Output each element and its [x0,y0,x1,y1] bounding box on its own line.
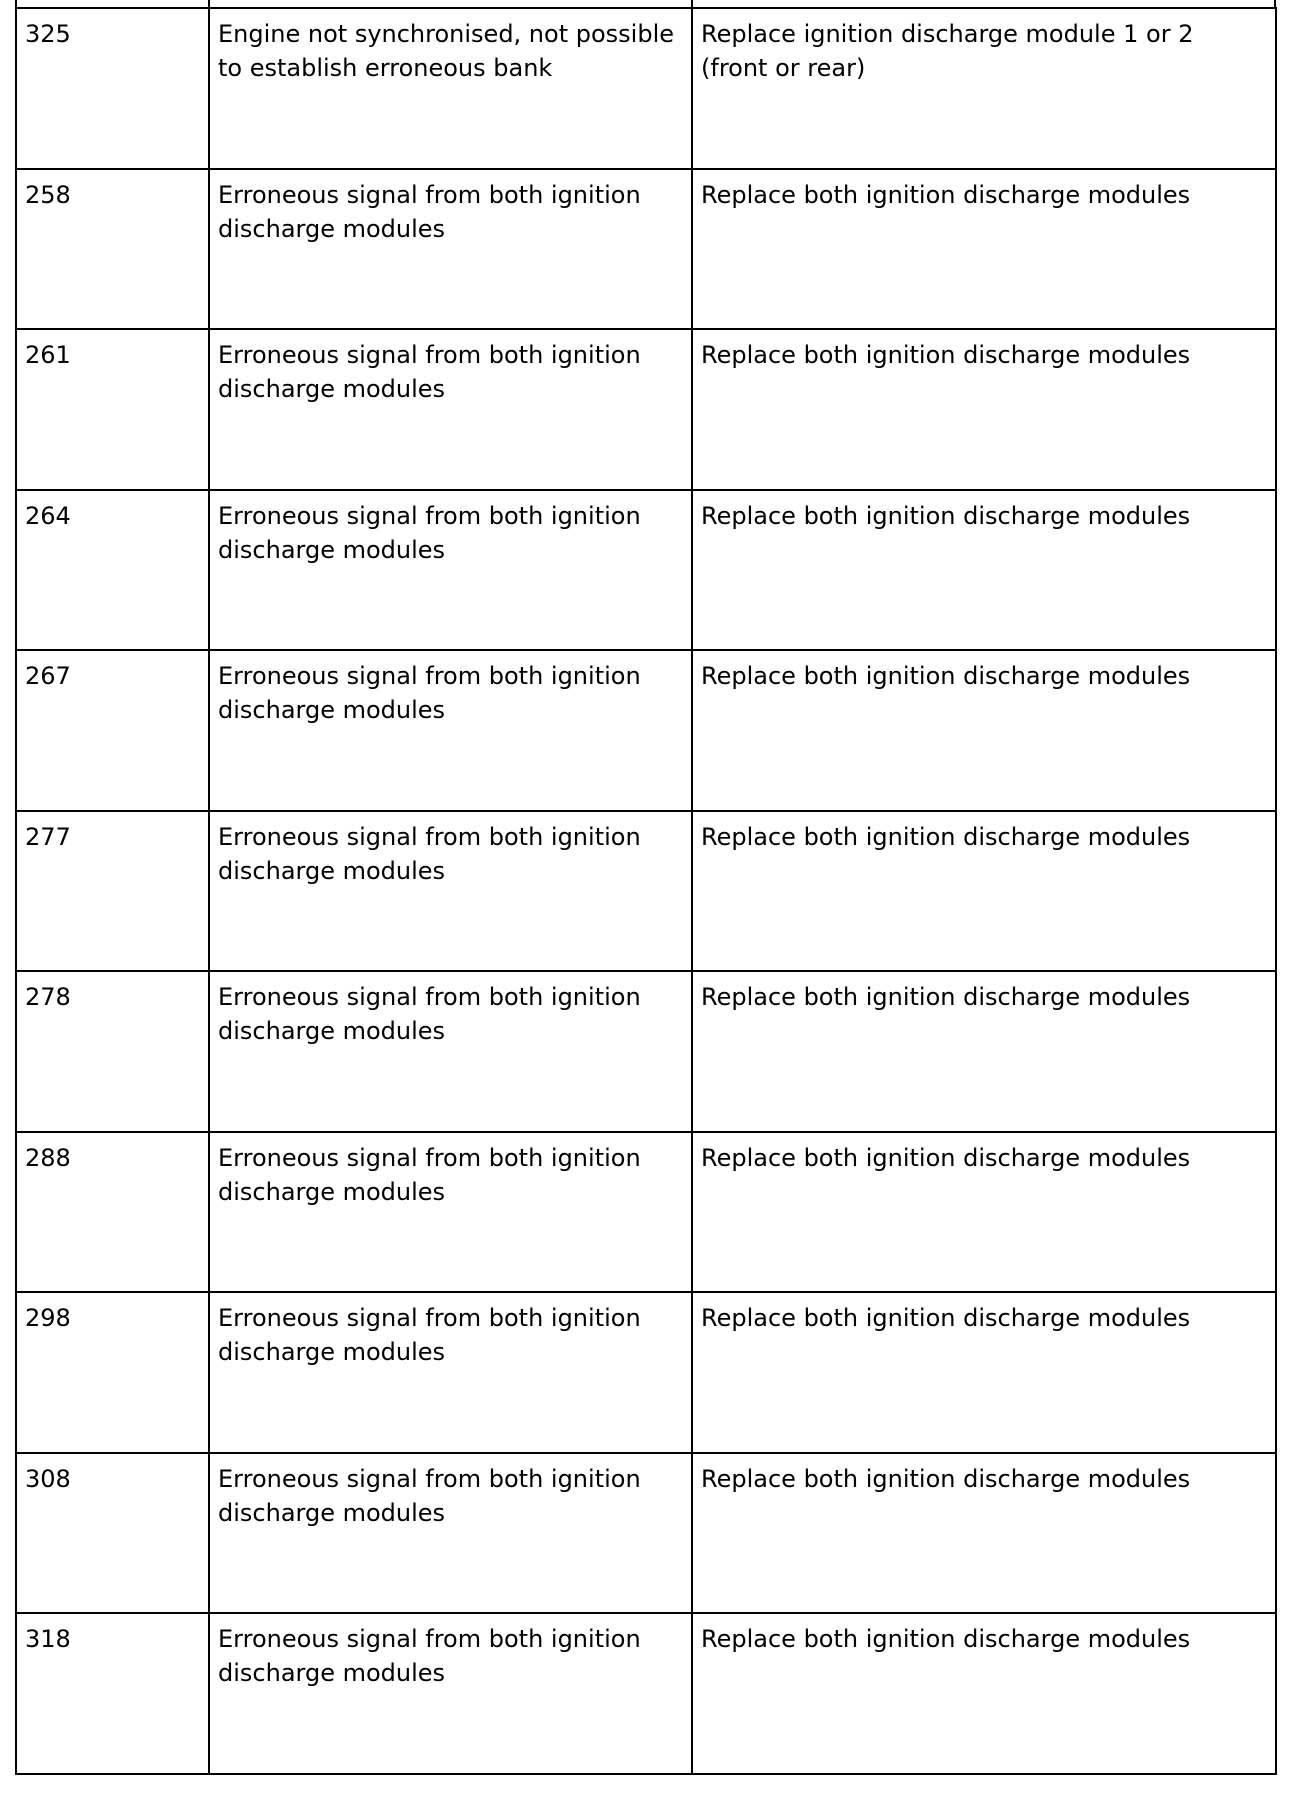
fault-description-cell: Erroneous signal from both ignition disc… [208,1451,693,1614]
fault-code-cell: 258 [15,167,210,330]
table-row: 278 Erroneous signal from both ignition d… [15,970,1277,1133]
table-row: 298 Erroneous signal from both ignition d… [15,1291,1277,1454]
action-cell: Replace both ignition discharge modules [691,1451,1277,1614]
fault-description-cell: Erroneous signal from both ignition disc… [208,328,693,491]
table-row: 261 Erroneous signal from both ignition d… [15,328,1277,491]
action-cell: Replace both ignition discharge modules [691,809,1277,972]
action-cell: Replace both ignition discharge modules [691,1291,1277,1454]
fault-description-cell: Erroneous signal from both ignition disc… [208,1130,693,1293]
table-row: 258 Erroneous signal from both ignition d… [15,167,1277,330]
fault-code-cell: 325 [15,7,210,170]
action-cell: Replace both ignition discharge modules [691,1612,1277,1775]
table-row: 267 Erroneous signal from both ignition d… [15,649,1277,812]
fault-code-cell: 288 [15,1130,210,1293]
table-row: 277 Erroneous signal from both ignition d… [15,809,1277,972]
fault-code-cell: 318 [15,1612,210,1775]
fault-description-cell: Erroneous signal from both ignition disc… [208,1612,693,1775]
table-continuation-lines [0,0,1312,9]
action-cell: Replace both ignition discharge modules [691,649,1277,812]
table-row: 318 Erroneous signal from both ignition d… [15,1612,1277,1775]
fault-code-cell: 298 [15,1291,210,1454]
fault-code-cell: 278 [15,970,210,1133]
fault-code-cell: 261 [15,328,210,491]
fault-code-cell: 267 [15,649,210,812]
fault-description-cell: Erroneous signal from both ignition disc… [208,167,693,330]
fault-code-cell: 277 [15,809,210,972]
fault-description-cell: Engine not synchronised, not possible to… [208,7,693,170]
action-cell: Replace both ignition discharge modules [691,970,1277,1133]
fault-code-table: 325 Engine not synchronised, not possible… [15,7,1277,1775]
fault-code-cell: 264 [15,488,210,651]
table-row: 288 Erroneous signal from both ignition d… [15,1130,1277,1293]
action-cell: Replace both ignition discharge modules [691,1130,1277,1293]
fault-description-cell: Erroneous signal from both ignition disc… [208,1291,693,1454]
action-cell: Replace ignition discharge module 1 or 2… [691,7,1277,170]
action-cell: Replace both ignition discharge modules [691,488,1277,651]
action-cell: Replace both ignition discharge modules [691,167,1277,330]
table-row: 264 Erroneous signal from both ignition d… [15,488,1277,651]
table-row: 325 Engine not synchronised, not possible… [15,7,1277,170]
fault-code-cell: 308 [15,1451,210,1614]
table-row: 308 Erroneous signal from both ignition d… [15,1451,1277,1614]
fault-description-cell: Erroneous signal from both ignition disc… [208,649,693,812]
action-cell: Replace both ignition discharge modules [691,328,1277,491]
fault-description-cell: Erroneous signal from both ignition disc… [208,488,693,651]
fault-description-cell: Erroneous signal from both ignition disc… [208,970,693,1133]
fault-description-cell: Erroneous signal from both ignition disc… [208,809,693,972]
